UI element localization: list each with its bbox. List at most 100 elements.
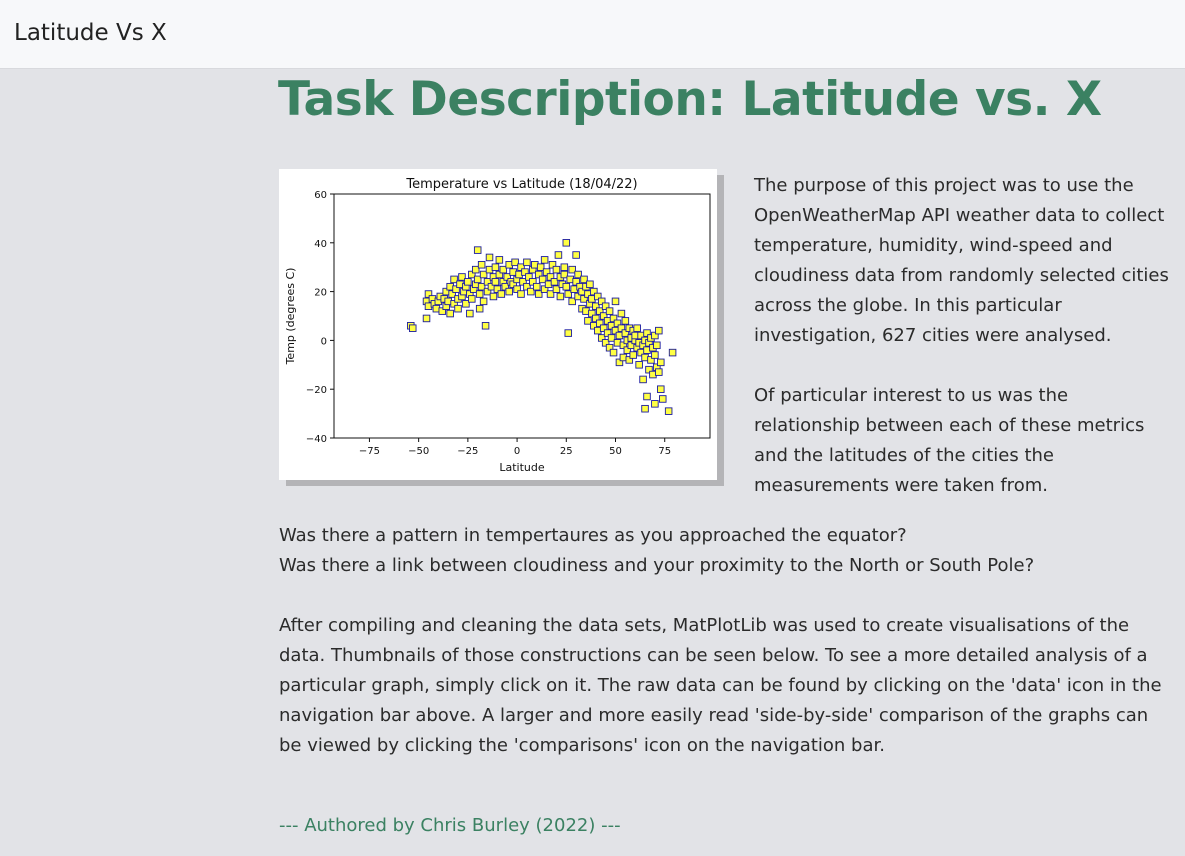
data-point [499, 265, 508, 274]
data-point [668, 348, 677, 357]
data-point [466, 309, 474, 318]
data-point [408, 324, 417, 332]
data-point [493, 285, 502, 293]
data-point [564, 329, 573, 337]
data-point [562, 239, 571, 247]
data-point [517, 263, 525, 271]
data-point [641, 404, 649, 413]
data-point [588, 309, 596, 318]
data-point [473, 275, 482, 284]
data-point [505, 287, 513, 296]
y-tick-label: 60 [314, 190, 327, 201]
x-tick-label: −25 [457, 446, 478, 457]
data-point [580, 295, 588, 303]
data-point [647, 356, 655, 364]
data-point [592, 314, 600, 323]
data-point [629, 351, 637, 359]
data-point [657, 385, 665, 393]
data-point [491, 278, 500, 286]
data-point [448, 290, 456, 298]
data-point [471, 265, 480, 274]
data-point [651, 331, 659, 340]
data-point [572, 251, 580, 259]
data-point [446, 309, 454, 318]
data-point [542, 268, 551, 276]
data-point [475, 304, 484, 313]
data-point [590, 287, 598, 296]
author-credit: --- Authored by Chris Burley (2022) --- [279, 815, 621, 836]
navbar: Latitude Vs X [0, 0, 1185, 69]
x-tick-label: −75 [359, 446, 380, 457]
data-point [479, 297, 488, 306]
data-point [475, 290, 484, 298]
data-point [664, 407, 673, 415]
data-point [546, 290, 555, 298]
y-tick-label: −20 [306, 385, 327, 396]
data-point [609, 314, 618, 323]
chart-title: Temperature vs Latitude (18/04/22) [405, 177, 637, 192]
data-point [607, 334, 616, 342]
data-point [601, 339, 610, 347]
data-point [659, 395, 667, 403]
data-point [611, 297, 620, 306]
data-point [651, 351, 659, 359]
data-point [424, 290, 433, 298]
data-point [574, 270, 582, 279]
data-point [422, 314, 431, 323]
y-tick-label: 40 [314, 239, 327, 250]
data-point [483, 287, 492, 296]
data-point [615, 358, 624, 367]
data-point [639, 375, 647, 384]
data-point [483, 278, 492, 286]
x-tick-label: −50 [408, 446, 429, 457]
data-point [621, 329, 630, 337]
data-point [645, 365, 653, 374]
temperature-chart-thumbnail[interactable]: Temperature vs Latitude (18/04/22) Latit… [279, 169, 717, 480]
data-point [540, 285, 549, 293]
data-point [568, 265, 576, 274]
data-point [550, 278, 559, 286]
intro-paragraph-2: Of particular interest to us was the rel… [754, 385, 1145, 496]
data-point [653, 341, 661, 350]
x-tick-label: 25 [560, 446, 573, 457]
data-point [497, 290, 506, 298]
data-point [546, 273, 555, 281]
data-point [613, 319, 622, 328]
data-point [597, 297, 606, 306]
data-point [560, 270, 569, 279]
data-point [580, 275, 588, 284]
intro-paragraph-1: The purpose of this project was to use t… [754, 175, 1169, 346]
data-point [548, 261, 557, 269]
data-point [572, 278, 580, 286]
data-point [481, 322, 490, 330]
data-point [635, 361, 643, 369]
data-point [501, 282, 510, 291]
data-point [464, 278, 472, 286]
data-point [527, 287, 535, 296]
data-point [601, 302, 610, 310]
data-point [450, 300, 458, 308]
data-point [556, 292, 565, 301]
question-1: Was there a pattern in tempertaures as y… [279, 525, 907, 546]
data-point [479, 270, 488, 279]
data-point [605, 307, 614, 315]
data-point [562, 282, 571, 291]
data-point [609, 348, 618, 357]
data-point [503, 273, 511, 281]
data-point [458, 273, 466, 281]
data-point [489, 292, 498, 301]
data-point [454, 304, 462, 313]
question-2: Was there a link between cloudiness and … [279, 555, 1035, 576]
data-point [473, 246, 482, 254]
data-point [605, 343, 614, 352]
data-point [552, 285, 561, 293]
data-point [594, 292, 602, 301]
data-point [599, 312, 608, 320]
y-tick-label: 20 [314, 288, 327, 299]
data-point [625, 356, 634, 364]
data-point [521, 268, 529, 276]
navbar-brand[interactable]: Latitude Vs X [14, 20, 167, 46]
data-point [438, 307, 447, 315]
data-point [513, 285, 521, 293]
data-point [536, 263, 545, 271]
